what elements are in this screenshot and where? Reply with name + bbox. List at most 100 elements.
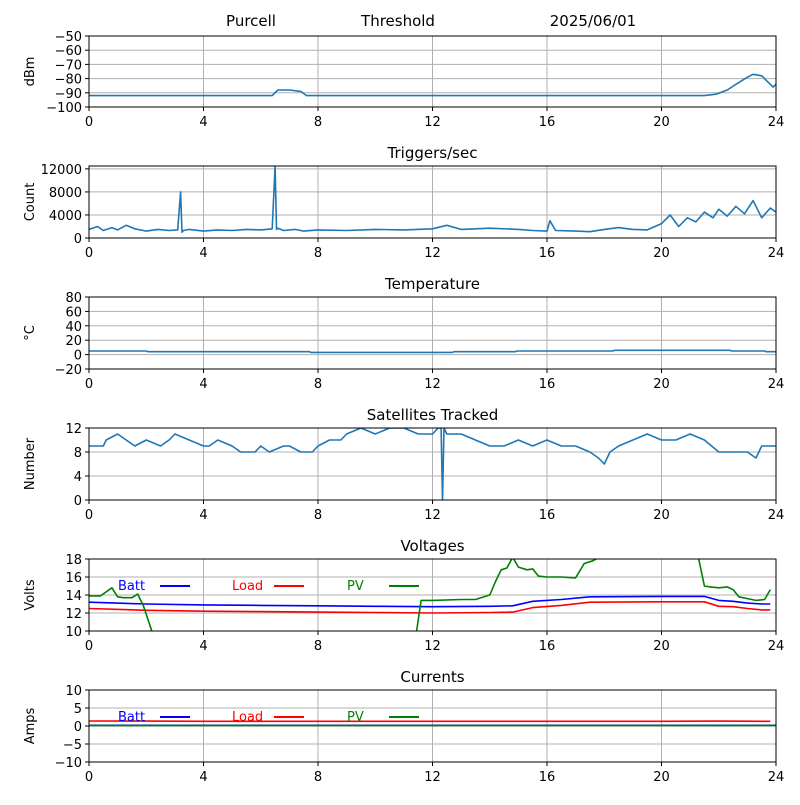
header-station: Purcell — [226, 12, 276, 30]
legend-label-pv: PV — [347, 579, 364, 594]
y-tick-label: −50 — [55, 30, 82, 45]
x-tick-label: 0 — [85, 115, 93, 130]
x-tick-label: 24 — [768, 246, 785, 261]
x-tick-label: 4 — [199, 639, 207, 654]
y-tick-label: 40 — [65, 320, 82, 335]
y-tick-label: 8 — [74, 446, 82, 461]
x-tick-label: 16 — [539, 508, 556, 523]
y-tick-label: 80 — [65, 291, 82, 306]
x-tick-label: 16 — [539, 770, 556, 785]
x-tick-label: 24 — [768, 770, 785, 785]
x-tick-label: 0 — [85, 246, 93, 261]
x-tick-label: 16 — [539, 377, 556, 392]
y-tick-label: 0 — [74, 494, 82, 509]
header-date: 2025/06/01 — [550, 12, 636, 30]
y-tick-label: −20 — [55, 363, 82, 378]
y-tick-label: 12 — [65, 607, 82, 622]
x-tick-label: 16 — [539, 115, 556, 130]
x-tick-label: 20 — [653, 639, 670, 654]
x-tick-label: 24 — [768, 377, 785, 392]
y-axis-label: Count — [23, 183, 38, 222]
x-tick-label: 4 — [199, 246, 207, 261]
x-tick-label: 8 — [314, 377, 322, 392]
x-tick-label: 4 — [199, 377, 207, 392]
y-tick-label: 10 — [65, 684, 82, 699]
y-tick-label: −100 — [46, 101, 82, 116]
x-tick-label: 20 — [653, 115, 670, 130]
legend-label-batt: Batt — [118, 579, 145, 594]
y-tick-label: 14 — [65, 589, 82, 604]
y-tick-label: −70 — [55, 58, 82, 73]
y-tick-label: 4 — [74, 470, 82, 485]
y-tick-label: 4000 — [49, 209, 82, 224]
y-tick-label: 16 — [65, 571, 82, 586]
x-tick-label: 0 — [85, 377, 93, 392]
chart-panel-threshold: 0 4 8 12 16 20 24 −100−90−80−70−60−50 dBm — [23, 30, 784, 130]
y-axis-label: °C — [23, 325, 38, 341]
legend-label-pv: PV — [347, 710, 364, 725]
legend-label-load: Load — [232, 710, 263, 725]
x-tick-label: 8 — [314, 115, 322, 130]
y-tick-label: −60 — [55, 44, 82, 59]
y-tick-label: 20 — [65, 334, 82, 349]
chart-title: Currents — [400, 668, 464, 686]
y-axis-label: Number — [23, 437, 38, 490]
x-tick-label: 4 — [199, 508, 207, 523]
x-tick-label: 8 — [314, 246, 322, 261]
series-line-pv — [89, 550, 770, 721]
y-tick-label: −80 — [55, 73, 82, 88]
y-tick-label: −10 — [55, 756, 82, 771]
x-tick-label: 24 — [768, 115, 785, 130]
x-tick-label: 12 — [424, 639, 441, 654]
x-tick-label: 12 — [424, 115, 441, 130]
x-tick-label: 20 — [653, 246, 670, 261]
chart-title: Satellites Tracked — [367, 406, 498, 424]
x-tick-label: 24 — [768, 639, 785, 654]
y-tick-label: −90 — [55, 87, 82, 102]
x-tick-label: 16 — [539, 639, 556, 654]
chart-panel-voltages: 0 4 8 12 16 20 24 10 12 14 16 18 Volts Voltages Batt Lo… — [23, 537, 784, 721]
y-tick-label: −5 — [63, 738, 82, 753]
x-tick-label: 0 — [85, 639, 93, 654]
x-tick-label: 12 — [424, 508, 441, 523]
x-tick-label: 12 — [424, 770, 441, 785]
x-tick-label: 0 — [85, 508, 93, 523]
y-axis-label: Amps — [23, 707, 38, 744]
y-tick-label: 5 — [74, 702, 82, 717]
chart-title: Triggers/sec — [387, 144, 478, 162]
x-tick-label: 12 — [424, 246, 441, 261]
y-tick-label: 0 — [74, 720, 82, 735]
legend-label-load: Load — [232, 579, 263, 594]
y-tick-label: 10 — [65, 625, 82, 640]
chart-panel-currents: 0 4 8 12 16 20 24 −10 −5 0 5 10 Amps Currents Batt Load… — [23, 668, 784, 785]
x-tick-label: 16 — [539, 246, 556, 261]
chart-panel-satellites: 0 4 8 12 16 20 24 0 4 8 12 Number Satellites Tracked — [23, 406, 784, 523]
x-tick-label: 4 — [199, 115, 207, 130]
y-axis-label: dBm — [23, 57, 38, 87]
chart-title: Voltages — [400, 537, 464, 555]
header-mode: Threshold — [360, 12, 435, 30]
y-tick-label: 12000 — [41, 163, 82, 178]
x-tick-label: 24 — [768, 508, 785, 523]
x-tick-label: 20 — [653, 508, 670, 523]
chart-title: Temperature — [384, 275, 480, 293]
y-tick-label: 12 — [65, 422, 82, 437]
x-tick-label: 12 — [424, 377, 441, 392]
y-tick-label: 0 — [74, 349, 82, 364]
y-tick-label: 8000 — [49, 186, 82, 201]
x-tick-label: 20 — [653, 770, 670, 785]
y-tick-label: 18 — [65, 553, 82, 568]
y-tick-label: 0 — [74, 232, 82, 247]
x-tick-label: 8 — [314, 639, 322, 654]
x-tick-label: 4 — [199, 770, 207, 785]
y-axis-label: Volts — [23, 579, 38, 611]
x-tick-label: 8 — [314, 508, 322, 523]
x-tick-label: 0 — [85, 770, 93, 785]
legend-label-batt: Batt — [118, 710, 145, 725]
x-tick-label: 20 — [653, 377, 670, 392]
x-tick-label: 8 — [314, 770, 322, 785]
